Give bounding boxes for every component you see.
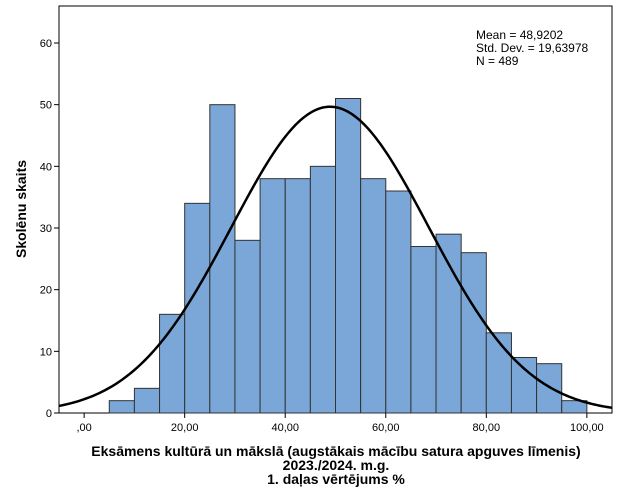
histogram-bar-55-60	[360, 178, 387, 414]
histogram-bar-95-100	[561, 400, 588, 414]
histogram-bar-5-10	[108, 400, 135, 414]
std-dev-stat: Std. Dev. = 19,63978	[476, 41, 589, 55]
histogram-bar-65-70	[410, 246, 437, 414]
y-axis: 0 10 20 30 40 50 60	[40, 38, 59, 420]
x-tick-label-80: 80,00	[473, 422, 501, 434]
y-tick-label-0: 0	[46, 408, 52, 420]
y-tick-label-40: 40	[40, 161, 52, 173]
y-tick-label-50: 50	[40, 100, 52, 112]
histogram-bar-50-55	[335, 98, 362, 414]
x-axis-title: Eksāmens kultūrā un mākslā (augstākais m…	[91, 443, 580, 487]
y-tick-label-60: 60	[40, 38, 52, 50]
y-tick-label-20: 20	[40, 285, 52, 297]
x-tick-label-100: 100,00	[570, 422, 604, 434]
y-tick-label-30: 30	[40, 223, 52, 235]
histogram-bar-60-65	[385, 190, 412, 414]
x-axis-label-line-3: 1. daļas vērtējums %	[267, 471, 405, 487]
histogram-bar-15-20	[159, 313, 186, 414]
histogram-bar-40-45	[284, 178, 311, 414]
histogram-bar-70-75	[435, 233, 462, 414]
x-tick-label-0: ,00	[76, 422, 91, 434]
histogram-bar-75-80	[460, 252, 487, 414]
histogram-bar-20-25	[184, 202, 211, 414]
x-tick-label-60: 60,00	[372, 422, 400, 434]
histogram-bar-30-35	[234, 239, 261, 414]
x-tick-label-20: 20,00	[171, 422, 199, 434]
x-axis-label-line-2: 2023./2024. m.g.	[283, 457, 390, 473]
x-axis: ,00 20,00 40,00 60,00 80,00 100,00	[76, 413, 604, 434]
histogram-bar-35-40	[259, 178, 286, 414]
histogram-bar-90-95	[536, 363, 563, 414]
histogram-bar-10-15	[133, 387, 161, 414]
n-stat: N = 489	[476, 54, 519, 68]
histogram-bar-85-90	[510, 357, 538, 414]
x-tick-label-40: 40,00	[271, 422, 299, 434]
y-tick-label-10: 10	[40, 346, 52, 358]
histogram-bar-80-85	[485, 332, 512, 414]
statistics-box: Mean = 48,9202 Std. Dev. = 19,63978 N = …	[476, 28, 589, 68]
mean-stat: Mean = 48,9202	[476, 28, 563, 42]
y-axis-label: Skolēnu skaits	[13, 160, 29, 258]
histogram-bars	[108, 98, 588, 414]
x-axis-label-line-1: Eksāmens kultūrā un mākslā (augstākais m…	[91, 443, 580, 459]
histogram-bar-45-50	[309, 165, 336, 414]
normal-curve	[58, 105, 613, 410]
